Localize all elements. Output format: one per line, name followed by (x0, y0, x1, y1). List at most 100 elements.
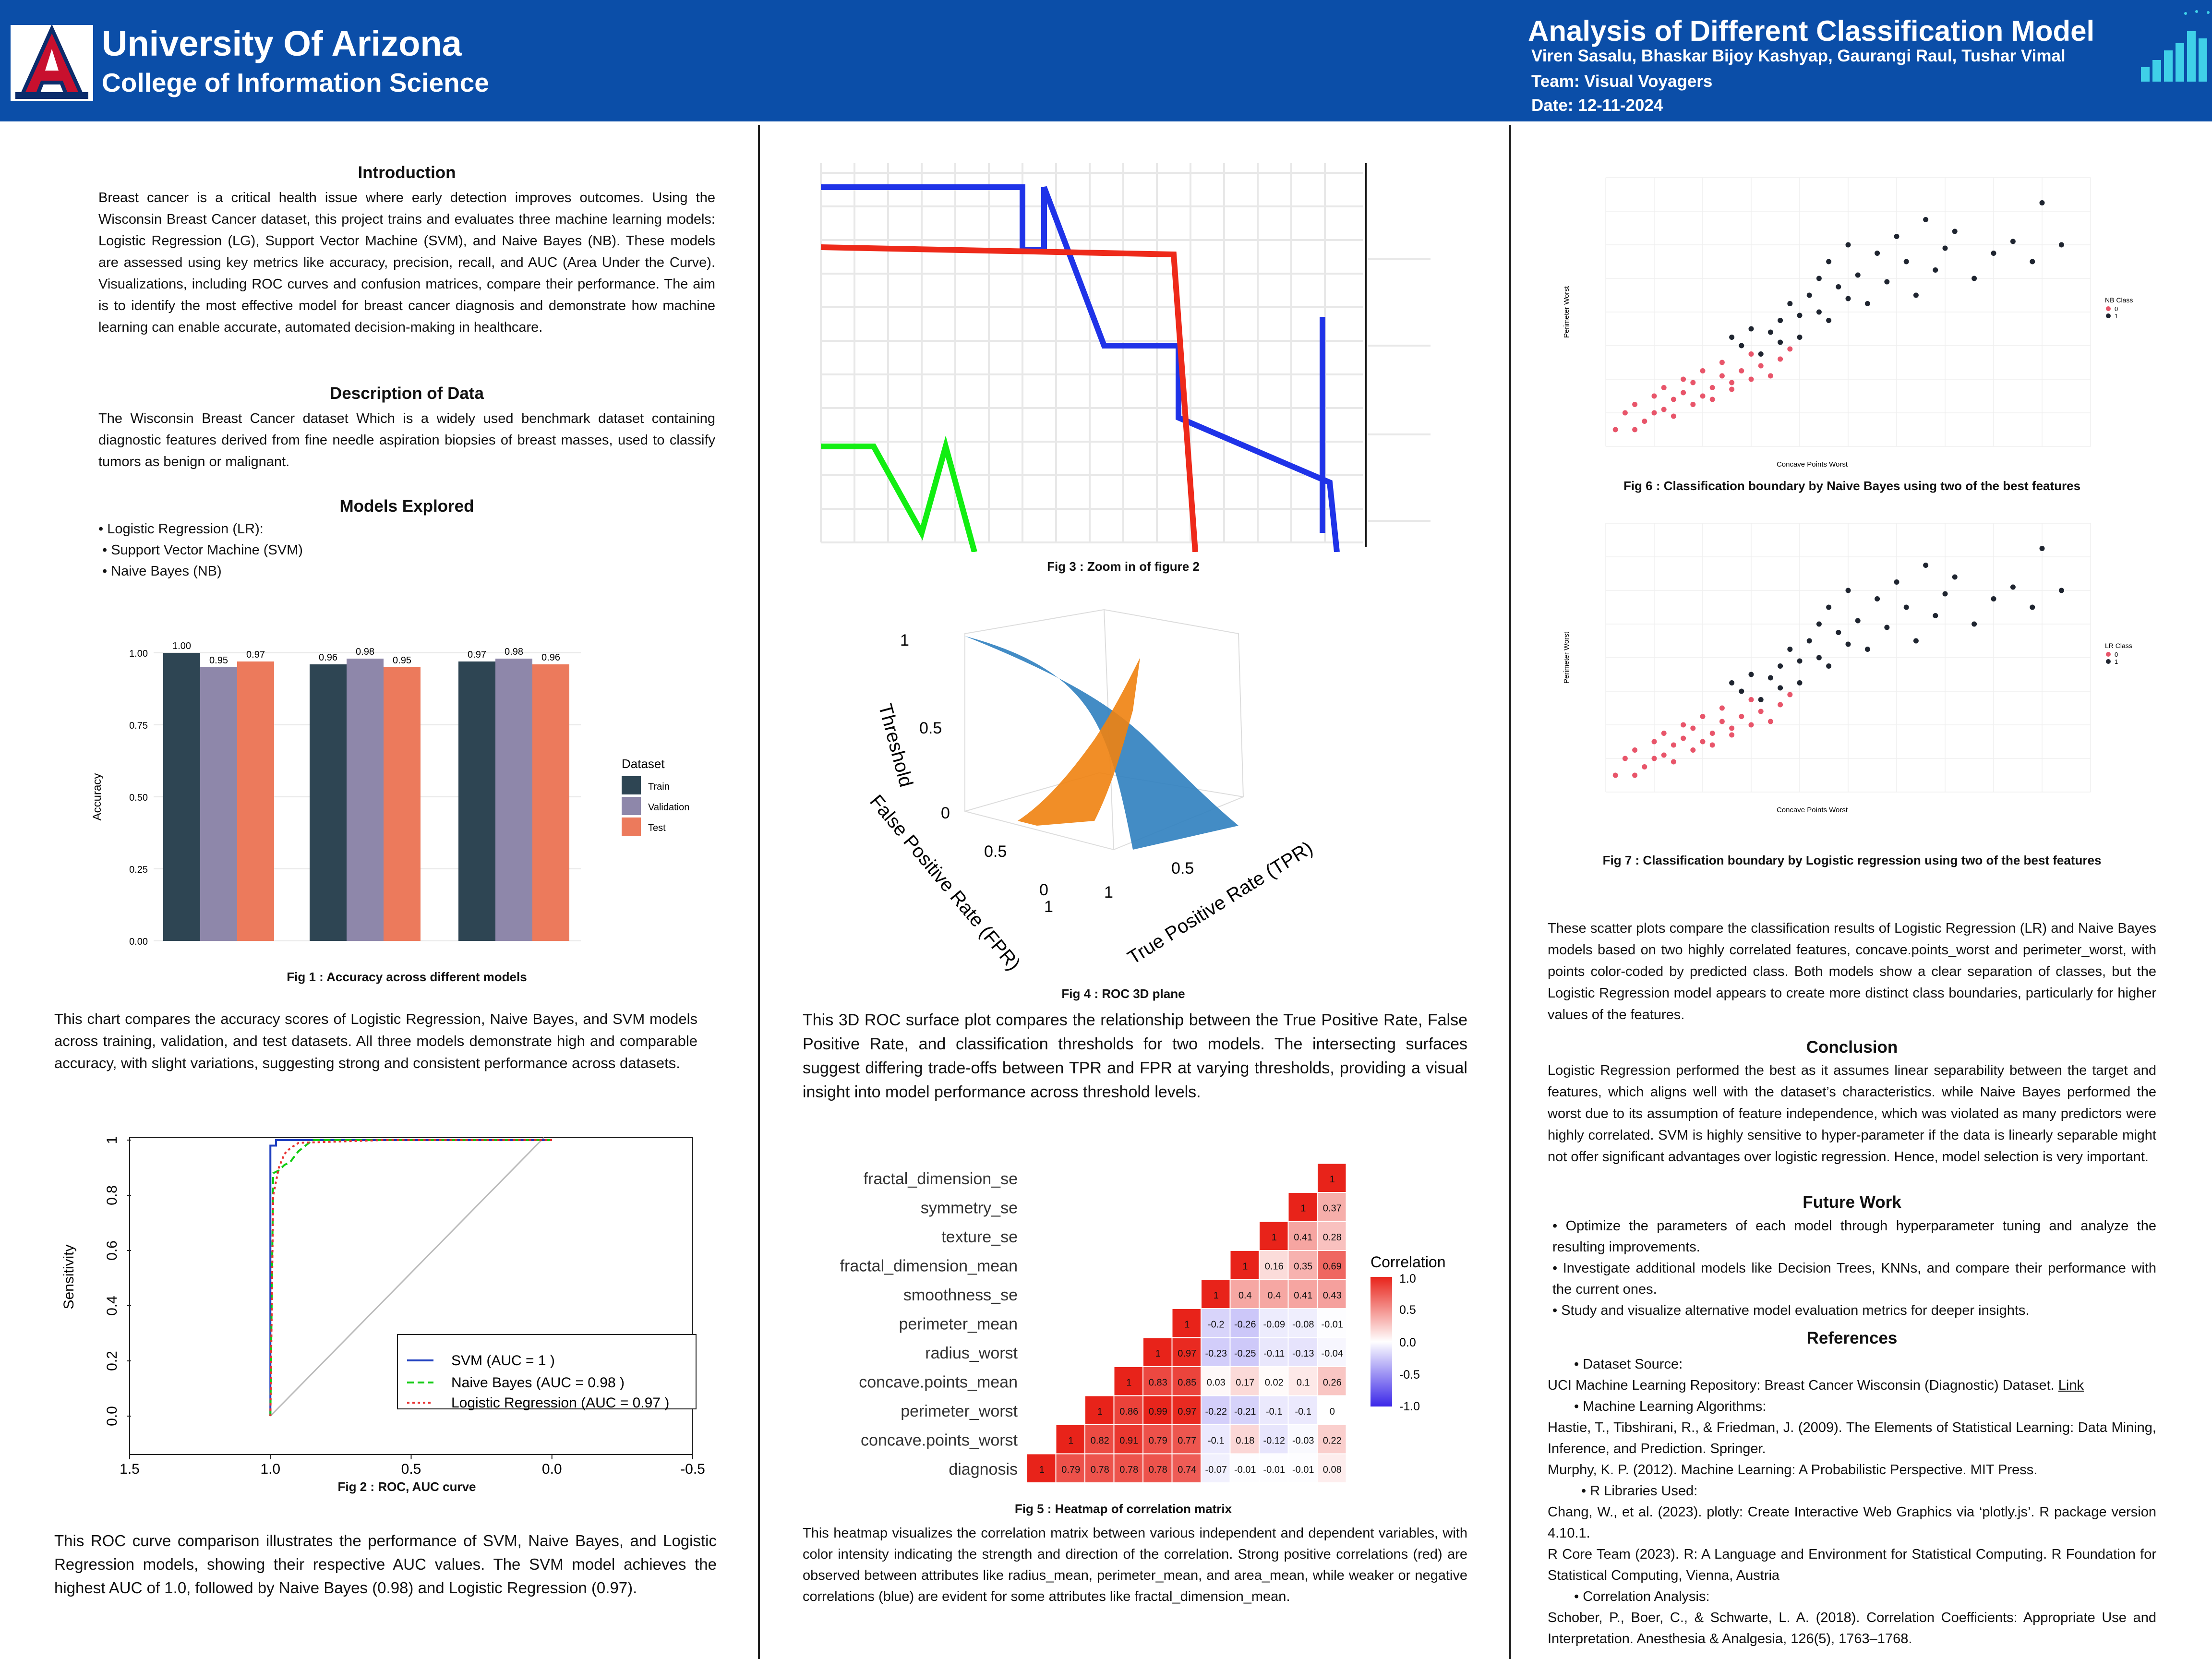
fig5-legend-tick: -1.0 (1399, 1400, 1420, 1413)
conclusion-text: Logistic Regression performed the best a… (1548, 1063, 2156, 1165)
legend-swatch-test (622, 817, 641, 836)
scatter-point (1690, 380, 1696, 385)
scatter-point (1719, 360, 1725, 365)
heatmap-cell (1260, 1338, 1288, 1366)
scatter-point (1719, 373, 1725, 379)
fig2-xtick: 1.5 (120, 1461, 140, 1474)
fig2-xtick: 0.0 (542, 1461, 562, 1474)
scatter-point (1622, 410, 1628, 416)
roc-line (269, 1139, 552, 1417)
scatter-point (1972, 276, 1977, 281)
fig7-ylabel: Perimeter Worst (1563, 631, 1571, 684)
scatter-point (1778, 702, 1783, 708)
bar-value-label: 0.96 (319, 652, 337, 663)
fig1-legend: Train Validation Test (622, 776, 689, 836)
bar-value-label: 1.00 (172, 641, 191, 651)
heatmap-cell-label: -0.22 (1205, 1407, 1227, 1417)
scatter-point (1845, 296, 1851, 301)
heatmap-cell (1114, 1425, 1142, 1454)
heatmap-cell (1202, 1454, 1230, 1482)
bar (347, 659, 384, 941)
scatter-point (1816, 655, 1822, 661)
heatmap-cell-label: 0 (1330, 1407, 1335, 1417)
heatmap-cell (1288, 1338, 1317, 1366)
heatmap-cell (1260, 1396, 1288, 1424)
heatmap-cell-label: 0.97 (1178, 1407, 1196, 1417)
scatter-point (1767, 675, 1773, 681)
legend-swatch-validation (622, 797, 641, 815)
heatmap-cell-label: -0.08 (1292, 1319, 1314, 1330)
scatter-point (1903, 604, 1909, 610)
heatmap-cell-label: 0.85 (1178, 1377, 1196, 1388)
dataset-link[interactable]: Link (2058, 1378, 2084, 1393)
heatmap-cell (1318, 1164, 1346, 1192)
scatter-point (1845, 588, 1851, 593)
scatter-point (1923, 217, 1929, 222)
scatter-point (1709, 397, 1715, 402)
scatter-point (1903, 259, 1909, 264)
roc-auc-chart: 1 0.8 0.6 0.4 0.2 0.0 1.5 1.0 0.5 0.0 -0.5 Sensiti… (54, 1128, 717, 1474)
bar (200, 667, 237, 941)
heatmap-cell (1260, 1425, 1288, 1454)
scatter-point (1681, 376, 1686, 382)
ref-line: • Correlation Analysis: (1574, 1589, 1710, 1604)
heatmap-cell (1230, 1425, 1259, 1454)
scatter-point (1632, 427, 1638, 433)
heatmap-cell (1143, 1338, 1172, 1366)
scatter-point (1748, 351, 1754, 357)
fig1-description: This chart compares the accuracy scores … (54, 1010, 697, 1071)
scatter-point (1642, 764, 1647, 769)
scatter-point (1758, 351, 1764, 357)
bar (495, 659, 532, 941)
scatter-point (1816, 309, 1822, 315)
legend-test: Test (648, 823, 666, 833)
roc-zoom-chart (816, 163, 1431, 552)
ref-line: UCI Machine Learning Repository: Breast … (1548, 1375, 2156, 1396)
scatter-point (1991, 596, 1996, 601)
future-list: • Optimize the parameters of each model … (1548, 1215, 2156, 1321)
heatmap-cell (1056, 1454, 1084, 1482)
heatmap-cell (1202, 1280, 1230, 1308)
scatter-point (1797, 335, 1803, 340)
bar (163, 653, 200, 941)
heatmap-cell (1318, 1454, 1346, 1482)
scatter-description: These scatter plots compare the classifi… (1548, 921, 2156, 1022)
legend-dot-1 (2106, 313, 2111, 318)
scatter-point (1748, 326, 1754, 332)
scatter-point (1894, 579, 1899, 585)
fig4-zlabel: Threshold (874, 701, 917, 789)
heatmap-cell (1027, 1454, 1056, 1482)
fig5-legend-title: Correlation (1370, 1253, 1446, 1271)
fig4-surface-orange (1018, 658, 1140, 826)
scatter-point (1991, 251, 1996, 256)
fig4-ylabel: True Positive Rate (TPR) (1124, 837, 1316, 968)
scatter-point (1933, 613, 1938, 618)
intro-text: Breast cancer is a critical health issue… (98, 190, 715, 335)
scatter-point (1855, 618, 1861, 624)
list-item: • Naive Bayes (NB) (102, 564, 222, 579)
scatter-point (1729, 732, 1735, 738)
bar-value-label: 0.96 (541, 652, 560, 663)
heatmap-cell (1318, 1280, 1346, 1308)
scatter-point (1729, 380, 1735, 385)
heatmap-cell-label: 0.16 (1265, 1261, 1284, 1272)
heatmap-cell-label: 0.91 (1119, 1435, 1138, 1446)
heatmap-row-label: smoothness_se (903, 1286, 1018, 1304)
heatmap-cell (1288, 1222, 1317, 1250)
heatmap-cell (1230, 1309, 1259, 1337)
fig1-ytick: 1.00 (129, 649, 148, 659)
scatter-point (2039, 200, 2045, 205)
fig2-description: This ROC curve comparison illustrates th… (54, 1532, 717, 1597)
scatter-point (1700, 368, 1706, 373)
heatmap-cell (1085, 1425, 1114, 1454)
fig6-legend-title: NB Class (2105, 296, 2133, 304)
heatmap-cell-label: 0.35 (1294, 1261, 1312, 1272)
heatmap-cell-label: 0.97 (1178, 1348, 1196, 1359)
models-list: • Logistic Regression (LR): • Support Ve… (98, 518, 303, 582)
fig2-xtick: 0.5 (401, 1461, 421, 1474)
heatmap-cell (1230, 1251, 1259, 1279)
scatter-point (1748, 376, 1754, 382)
scatter-point (1700, 739, 1706, 745)
scatter-point (1884, 279, 1890, 285)
heatmap-cell-label: 0.74 (1178, 1465, 1196, 1475)
